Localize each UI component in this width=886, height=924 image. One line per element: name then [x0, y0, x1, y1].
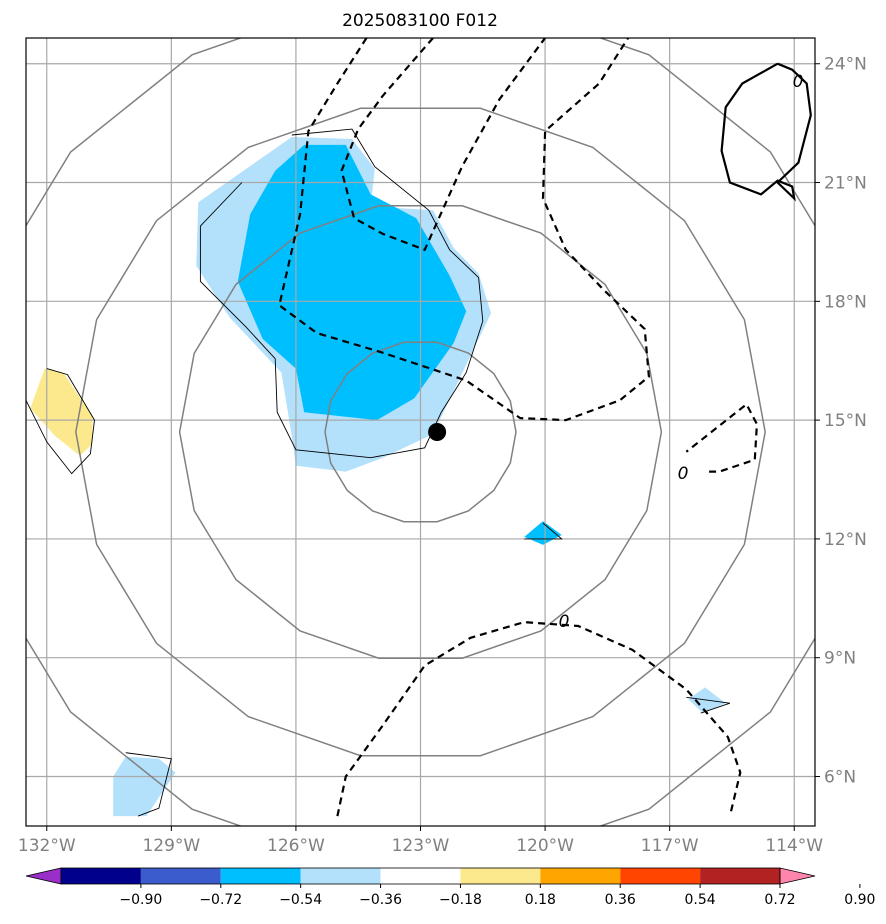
range-ring-0 [324, 341, 517, 523]
contour-label-dash-0-south: 0 [559, 612, 570, 632]
filled-region-1 [237, 144, 467, 421]
x-tick-label-2: 126°W [267, 836, 325, 856]
contour-line-thin-4 [686, 696, 731, 714]
chart-title: 2025083100 F012 [342, 11, 498, 31]
contour-line-dash-6 [340, 38, 546, 252]
range-ring-3 [26, 38, 815, 826]
range-rings [26, 38, 815, 826]
y-tick-label-0: 6°N [824, 768, 856, 788]
colorbar-box-8 [700, 868, 780, 884]
colorbar-label-8: 0.72 [764, 892, 795, 908]
colorbar-box-0 [61, 868, 141, 884]
y-tick-label-4: 18°N [824, 292, 867, 312]
x-tick-label-0: 132°W [18, 836, 76, 856]
colorbar-box-4 [380, 868, 461, 884]
contour-line-thin-3 [524, 522, 563, 540]
y-tick-label-5: 21°N [824, 174, 867, 194]
colorbar-box-1 [140, 868, 221, 884]
y-tick-label-6: 24°N [824, 55, 867, 75]
colorbar-frame [60, 867, 781, 885]
contour-line-solid-9 [720, 62, 812, 202]
colorbar-extend-high [779, 867, 816, 885]
x-tick-label-3: 123°W [392, 836, 450, 856]
colorbar-box-5 [460, 868, 541, 884]
contour-line-dash-5 [278, 38, 651, 422]
colorbar-label-4: −0.18 [439, 892, 482, 908]
contour-label-solid-0: 0 [793, 72, 804, 92]
colorbar-box-2 [220, 868, 301, 884]
x-tick-label-5: 117°W [641, 836, 699, 856]
contour-line-thin-1 [26, 368, 95, 475]
colorbar-label-7: 0.54 [685, 892, 716, 908]
contour-labels: 0 0 0 [559, 72, 804, 632]
map-plot-area: 0 0 0 [25, 37, 816, 827]
x-tick-label-4: 120°W [516, 836, 574, 856]
storm-center-marker [428, 423, 447, 441]
graticule [26, 38, 815, 826]
longitude-axis: 132°W 129°W 126°W 123°W 120°W 117°W 114°W [18, 826, 823, 856]
colorbar-label-9: 0.90 [844, 892, 875, 908]
colorbar: −0.90 −0.72 −0.54 −0.36 −0.18 0.18 0.36 0.54 0.7… [25, 867, 875, 908]
contour-line-dash-7 [336, 620, 742, 817]
colorbar-box-7 [620, 868, 701, 884]
colorbar-label-2: −0.54 [279, 892, 322, 908]
colorbar-label-3: −0.36 [359, 892, 402, 908]
colorbar-box-6 [540, 868, 621, 884]
y-tick-label-1: 9°N [824, 649, 856, 669]
colorbar-label-6: 0.36 [605, 892, 636, 908]
latitude-axis: 6°N 9°N 12°N 15°N 18°N 21°N 24°N [815, 55, 867, 788]
contour-line-thin-2 [125, 752, 172, 817]
x-tick-label-1: 129°W [142, 836, 200, 856]
range-ring-1 [178, 205, 663, 659]
filled-region-4 [113, 756, 176, 817]
y-tick-label-2: 12°N [824, 530, 867, 550]
x-tick-label-6: 114°W [765, 836, 823, 856]
colorbar-label-5: 0.18 [525, 892, 556, 908]
colorbar-extend-low [25, 867, 62, 885]
y-tick-label-3: 15°N [824, 411, 867, 431]
contour-line-dash-8 [685, 402, 759, 473]
colorbar-box-3 [300, 868, 381, 884]
colorbar-label-1: −0.72 [199, 892, 242, 908]
range-ring-2 [75, 107, 766, 757]
colorbar-label-0: −0.90 [119, 892, 162, 908]
contour-label-dash-0-east: 0 [678, 464, 689, 484]
